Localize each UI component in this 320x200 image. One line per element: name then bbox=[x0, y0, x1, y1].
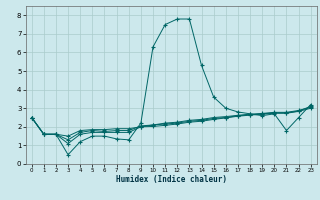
X-axis label: Humidex (Indice chaleur): Humidex (Indice chaleur) bbox=[116, 175, 227, 184]
